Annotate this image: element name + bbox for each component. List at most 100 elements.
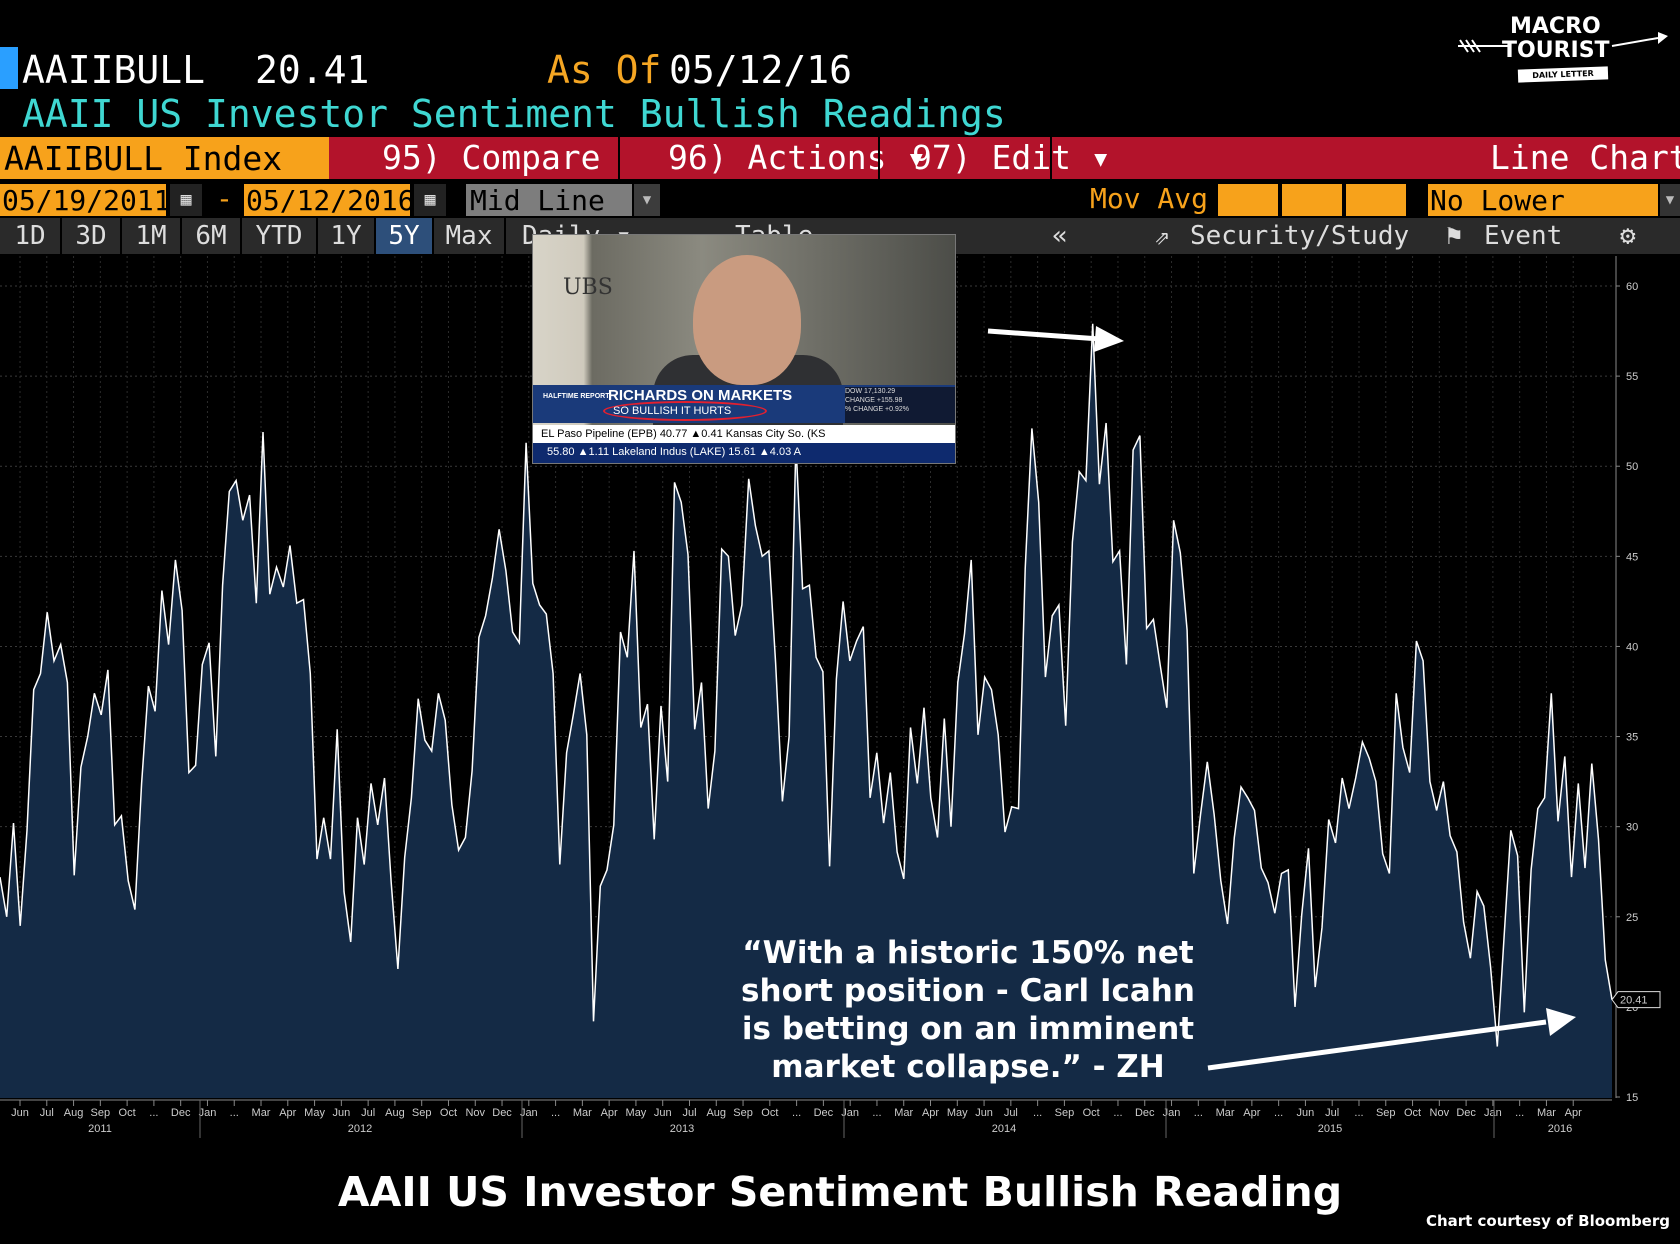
- inset-ticker-top: EL Paso Pipeline (EPB) 40.77 ▲0.41 Kansa…: [533, 425, 955, 443]
- mov-avg-field-2[interactable]: [1282, 184, 1342, 216]
- toolbar-divider: [1050, 137, 1052, 179]
- x-tick-label: Dec: [814, 1107, 834, 1119]
- x-tick-label: May: [304, 1107, 325, 1119]
- event-button[interactable]: Event: [1484, 221, 1563, 251]
- year-label: 2016: [1548, 1123, 1572, 1135]
- x-tick-label: Apr: [601, 1107, 618, 1119]
- x-tick-label: Dec: [492, 1107, 512, 1119]
- x-tick-label: Jul: [361, 1107, 375, 1119]
- inset-highlight-ring: [603, 401, 767, 421]
- x-tick-label: Mar: [1537, 1107, 1556, 1119]
- ticker-symbol: AAIIBULL: [22, 48, 206, 92]
- header-marker: [0, 47, 18, 89]
- x-tick-label: Apr: [922, 1107, 939, 1119]
- x-tick-label: Aug: [706, 1107, 726, 1119]
- y-tick-label: 40: [1626, 641, 1638, 653]
- x-tick-label: Oct: [1404, 1107, 1421, 1119]
- year-label: 2011: [88, 1123, 112, 1135]
- x-tick-label: Dec: [171, 1107, 191, 1119]
- range-1y[interactable]: 1Y: [318, 218, 376, 254]
- peak-arrow: [987, 328, 1101, 342]
- y-tick-label: 55: [1626, 371, 1638, 383]
- y-tick-label: 15: [1626, 1092, 1638, 1104]
- trough-arrow: [1207, 1019, 1547, 1071]
- year-label: 2013: [670, 1123, 694, 1135]
- x-axis: Jun Jul Aug Sep Oct... Dec Jan... Mar Apr May Jun J…: [0, 1099, 1612, 1138]
- x-tick-label: ...: [1113, 1107, 1122, 1119]
- x-tick-label: Jul: [1004, 1107, 1018, 1119]
- last-value-label: 20.41: [1620, 995, 1648, 1007]
- lower-chart-select[interactable]: No Lower Chart: [1428, 184, 1658, 251]
- start-date-field[interactable]: 05/19/2011: [0, 184, 171, 217]
- x-tick-label: Aug: [385, 1107, 405, 1119]
- quote-line: “With a historic 150% net: [742, 935, 1194, 971]
- as-of-date: 05/12/16: [669, 48, 853, 92]
- logo-line2: TOURIST: [1502, 38, 1610, 63]
- range-6m[interactable]: 6M: [182, 218, 242, 254]
- inset-show-name: HALFTIME REPORT: [543, 393, 610, 400]
- x-tick-label: ...: [872, 1107, 881, 1119]
- x-tick-label: Jul: [1325, 1107, 1339, 1119]
- actions-menu[interactable]: 96) Actions ▾: [668, 138, 927, 177]
- end-date-field[interactable]: 05/12/2016: [244, 184, 415, 217]
- chart-type-label[interactable]: Line Chart: [1490, 138, 1680, 177]
- x-tick-label: Dec: [1135, 1107, 1155, 1119]
- calendar-icon[interactable]: ▦: [414, 184, 446, 216]
- arrow-icon: [1458, 32, 1668, 53]
- range-ytd[interactable]: YTD: [242, 218, 318, 254]
- x-tick-label: Jul: [682, 1107, 696, 1119]
- x-tick-label: Jan: [841, 1107, 859, 1119]
- last-value: 20.41: [255, 48, 370, 92]
- mid-line-select[interactable]: Mid Line: [466, 184, 632, 217]
- x-tick-label: Jun: [654, 1107, 672, 1119]
- range-3d[interactable]: 3D: [62, 218, 122, 254]
- quote-line: is betting on an imminent: [741, 1011, 1195, 1047]
- x-tick-label: ...: [1194, 1107, 1203, 1119]
- x-tick-label: Jan: [199, 1107, 217, 1119]
- x-tick-label: Jun: [332, 1107, 350, 1119]
- inset-subhead: SO BULLISH IT HURTS: [613, 405, 732, 417]
- quote-line: short position - Carl Icahn: [741, 973, 1195, 1009]
- y-tick-label: 60: [1626, 281, 1638, 293]
- x-tick-label: Jun: [11, 1107, 29, 1119]
- arrow-head: [1094, 326, 1124, 352]
- year-label: 2012: [348, 1123, 372, 1135]
- x-tick-label: Oct: [761, 1107, 778, 1119]
- chart-credit: Chart courtesy of Bloomberg: [1425, 1212, 1670, 1230]
- x-tick-label: ...: [1515, 1107, 1524, 1119]
- range-1m[interactable]: 1M: [122, 218, 182, 254]
- arrow-head: [1546, 1008, 1576, 1036]
- security-study-button[interactable]: Security/Study: [1190, 221, 1410, 251]
- x-tick-label: Jan: [1484, 1107, 1502, 1119]
- x-tick-label: Jul: [40, 1107, 54, 1119]
- x-tick-label: Jan: [1163, 1107, 1181, 1119]
- x-tick-label: Jan: [520, 1107, 538, 1119]
- y-axis: 15202530354045505560: [1615, 256, 1638, 1104]
- toolbar-divider: [878, 137, 880, 179]
- index-field[interactable]: AAIIBULL Index: [0, 137, 329, 179]
- inset-headline: RICHARDS ON MARKETS: [608, 387, 793, 404]
- range-5y[interactable]: 5Y: [376, 218, 434, 254]
- calendar-icon[interactable]: ▦: [170, 184, 202, 216]
- icahn-quote: “With a historic 150% net short position…: [718, 934, 1218, 1086]
- chevron-down-icon[interactable]: ▼: [634, 184, 660, 216]
- x-tick-label: Sep: [1376, 1107, 1396, 1119]
- x-tick-label: Jun: [975, 1107, 993, 1119]
- chart-study-icon[interactable]: ⇗: [1154, 221, 1170, 251]
- gear-icon[interactable]: ⚙: [1620, 221, 1636, 251]
- collapse-button[interactable]: «: [1052, 221, 1068, 251]
- chevron-down-icon[interactable]: ▼: [1660, 184, 1680, 216]
- mov-avg-field-1[interactable]: [1218, 184, 1278, 216]
- x-tick-label: Sep: [412, 1107, 432, 1119]
- toolbar-divider: [618, 137, 620, 179]
- inset-person-head: [693, 255, 801, 385]
- compare-button[interactable]: 95) Compare: [382, 138, 601, 177]
- x-tick-label: Apr: [279, 1107, 296, 1119]
- range-max[interactable]: Max: [434, 218, 506, 254]
- annotation-arrows: [987, 326, 1576, 1071]
- date-range-dash: -: [216, 182, 233, 215]
- range-1d[interactable]: 1D: [0, 218, 62, 254]
- mov-avg-field-3[interactable]: [1346, 184, 1406, 216]
- dow-line: DOW 17,130.29: [845, 388, 896, 395]
- edit-menu[interactable]: 97) Edit ▾: [912, 138, 1111, 177]
